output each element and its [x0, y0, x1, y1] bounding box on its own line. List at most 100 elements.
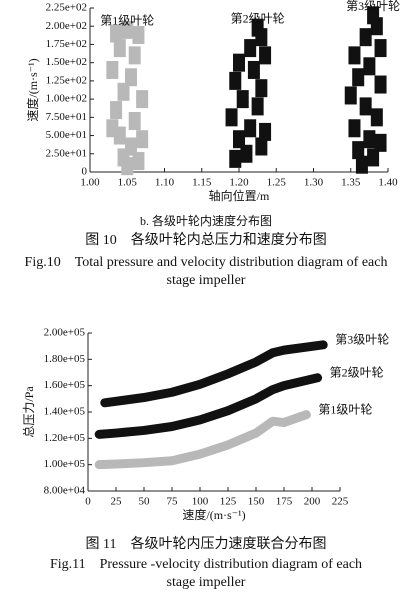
point [352, 141, 365, 160]
point [348, 46, 361, 65]
point [117, 82, 130, 101]
point [370, 108, 383, 127]
x-tick-label: 175 [276, 496, 293, 508]
series-label: 第3级叶轮 [346, 0, 400, 13]
x-tick-label: 1.15 [192, 177, 212, 189]
series-label: 第1级叶轮 [318, 402, 372, 416]
x-tick-label: 1.30 [304, 177, 324, 189]
x-tick-label: 200 [304, 496, 321, 508]
caption: 图 11 各级叶轮内压力速度联合分布图 [86, 536, 327, 552]
x-tick-label: 150 [248, 496, 265, 508]
x-tick-label: 1.10 [155, 177, 175, 189]
point [370, 17, 383, 36]
x-tick-label: 1.40 [378, 177, 398, 189]
caption: 图 10 各级叶轮内总压力和速度分布图 [85, 232, 327, 248]
caption: Fig.10 Total pressure and velocity distr… [25, 255, 388, 270]
point [240, 144, 253, 163]
y-tick-label: 7.50e+01 [46, 111, 87, 123]
point [363, 57, 376, 76]
y-tick-label: 1.40e+05 [44, 406, 86, 418]
x-tick-label: 1.05 [118, 177, 138, 189]
y-axis-label: 速度/(m·s⁻¹) [25, 58, 40, 121]
y-tick-label: 1.60e+05 [44, 379, 86, 391]
x-tick-label: 1.25 [267, 177, 287, 189]
subtitle: b. 各级叶轮内速度分布图 [140, 213, 272, 228]
x-tick-label: 1.35 [341, 177, 361, 189]
point [244, 119, 257, 138]
point [233, 53, 245, 72]
band-line [94, 410, 311, 470]
y-tick-label: 5.00e+01 [46, 129, 87, 141]
y-tick-label: 2.00e+05 [44, 327, 86, 339]
y-tick-label: 1.75e+02 [46, 38, 87, 50]
point [233, 130, 245, 149]
point [136, 90, 149, 109]
point [259, 46, 272, 65]
y-tick-label: 0 [82, 166, 88, 178]
point [113, 39, 126, 58]
point [244, 39, 257, 58]
point [344, 86, 357, 105]
point [229, 71, 242, 90]
y-axis-label: 总压力/Pa [22, 386, 36, 438]
point [106, 60, 119, 79]
x-tick-label: 75 [167, 496, 179, 508]
caption: Fig.11 Pressure -velocity distribution d… [50, 557, 362, 572]
point [259, 122, 272, 141]
x-tick-label: 125 [220, 496, 237, 508]
point [121, 20, 134, 39]
point [367, 148, 380, 167]
x-tick-label: 1.00 [80, 177, 100, 189]
point [229, 149, 242, 168]
y-tick-label: 2.50e+01 [46, 147, 87, 159]
point [121, 157, 134, 176]
point [225, 108, 238, 127]
point [251, 97, 264, 116]
x-tick-label: 50 [139, 496, 151, 508]
series-label: 第1级叶轮 [100, 14, 154, 28]
point [363, 130, 376, 149]
y-tick-label: 8.00e+04 [44, 485, 86, 497]
y-tick-label: 1.25e+02 [46, 74, 87, 86]
point [255, 79, 268, 98]
point [255, 137, 268, 156]
y-tick-label: 1.50e+02 [46, 56, 87, 68]
y-tick-label: 2.00e+02 [46, 20, 87, 32]
y-tick-label: 2.25e+02 [46, 2, 87, 14]
point [359, 97, 372, 116]
point [374, 75, 387, 94]
point [128, 111, 141, 130]
x-axis-label: 速度/(m·s⁻¹) [182, 507, 245, 522]
point [374, 133, 387, 152]
y-tick-label: 1.00e+05 [44, 458, 86, 470]
x-tick-label: 1.20 [229, 177, 249, 189]
x-tick-label: 25 [111, 496, 123, 508]
series-label: 第2级叶轮 [231, 11, 285, 25]
series-label: 第2级叶轮 [330, 366, 384, 380]
point [355, 155, 368, 174]
x-axis-label: 轴向位置/m [209, 188, 270, 203]
point [374, 39, 387, 58]
point [352, 68, 365, 87]
point [255, 28, 268, 47]
point [236, 90, 249, 109]
caption: stage impeller [167, 575, 246, 590]
point [132, 152, 145, 171]
x-tick-label: 225 [332, 496, 349, 508]
y-tick-label: 1.80e+05 [44, 353, 86, 365]
x-tick-label: 0 [85, 496, 91, 508]
point [348, 119, 361, 138]
y-tick-label: 1.20e+05 [44, 432, 86, 444]
point [247, 60, 260, 79]
band-line [100, 340, 328, 408]
point [132, 25, 145, 44]
point [106, 119, 119, 138]
point [124, 68, 137, 87]
y-tick-label: 1.00e+02 [46, 93, 87, 105]
band-line [94, 373, 323, 439]
series-label: 第3级叶轮 [335, 333, 389, 347]
point [136, 130, 149, 149]
caption: stage impeller [167, 273, 246, 288]
point [128, 46, 141, 65]
